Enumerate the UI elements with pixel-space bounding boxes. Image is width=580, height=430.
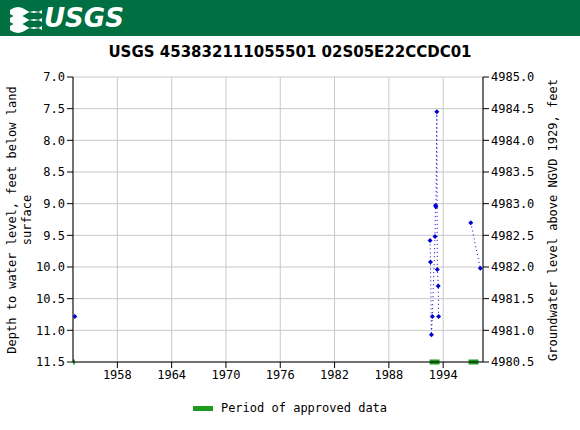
svg-text:1970: 1970 bbox=[212, 368, 241, 382]
svg-text:4981.5: 4981.5 bbox=[491, 292, 534, 306]
svg-text:1988: 1988 bbox=[374, 368, 403, 382]
svg-text:11.5: 11.5 bbox=[36, 355, 65, 369]
html-text:USGS 453832111055501 02S05E22C: USGS 453832111055501 02S05E22CCDC01 bbox=[108, 43, 472, 61]
svg-text:4984.5: 4984.5 bbox=[491, 102, 534, 116]
svg-text:1964: 1964 bbox=[157, 368, 186, 382]
svg-text:1976: 1976 bbox=[266, 368, 295, 382]
svg-text:4980.5: 4980.5 bbox=[491, 355, 534, 369]
svg-text:4982.5: 4982.5 bbox=[491, 229, 534, 243]
html-text:USGS: USGS bbox=[44, 3, 124, 33]
svg-text:1958: 1958 bbox=[103, 368, 132, 382]
svg-text:4985.0: 4985.0 bbox=[491, 70, 534, 84]
svg-text:8.5: 8.5 bbox=[43, 165, 65, 179]
svg-text:10.5: 10.5 bbox=[36, 292, 65, 306]
svg-text:9.5: 9.5 bbox=[43, 229, 65, 243]
svg-text:4983.5: 4983.5 bbox=[491, 165, 534, 179]
svg-text:4984.0: 4984.0 bbox=[491, 134, 534, 148]
svg-text:4983.0: 4983.0 bbox=[491, 197, 534, 211]
svg-text:7.0: 7.0 bbox=[43, 70, 65, 84]
svg-text:1994: 1994 bbox=[429, 368, 458, 382]
svg-text:7.5: 7.5 bbox=[43, 102, 65, 116]
html-text:Depth to water level, feet bel: Depth to water level, feet below land su… bbox=[5, 86, 34, 354]
svg-text:4982.0: 4982.0 bbox=[491, 260, 534, 274]
svg-text:8.0: 8.0 bbox=[43, 134, 65, 148]
svg-text:9.0: 9.0 bbox=[43, 197, 65, 211]
html-text:Groundwater level above NGVD 1: Groundwater level above NGVD 1929, feet bbox=[546, 79, 560, 361]
svg-text:4981.0: 4981.0 bbox=[491, 324, 534, 338]
svg-text:11.0: 11.0 bbox=[36, 324, 65, 338]
svg-text:10.0: 10.0 bbox=[36, 260, 65, 274]
html-text:Period of approved data: Period of approved data bbox=[220, 401, 388, 415]
svg-text:1982: 1982 bbox=[320, 368, 349, 382]
